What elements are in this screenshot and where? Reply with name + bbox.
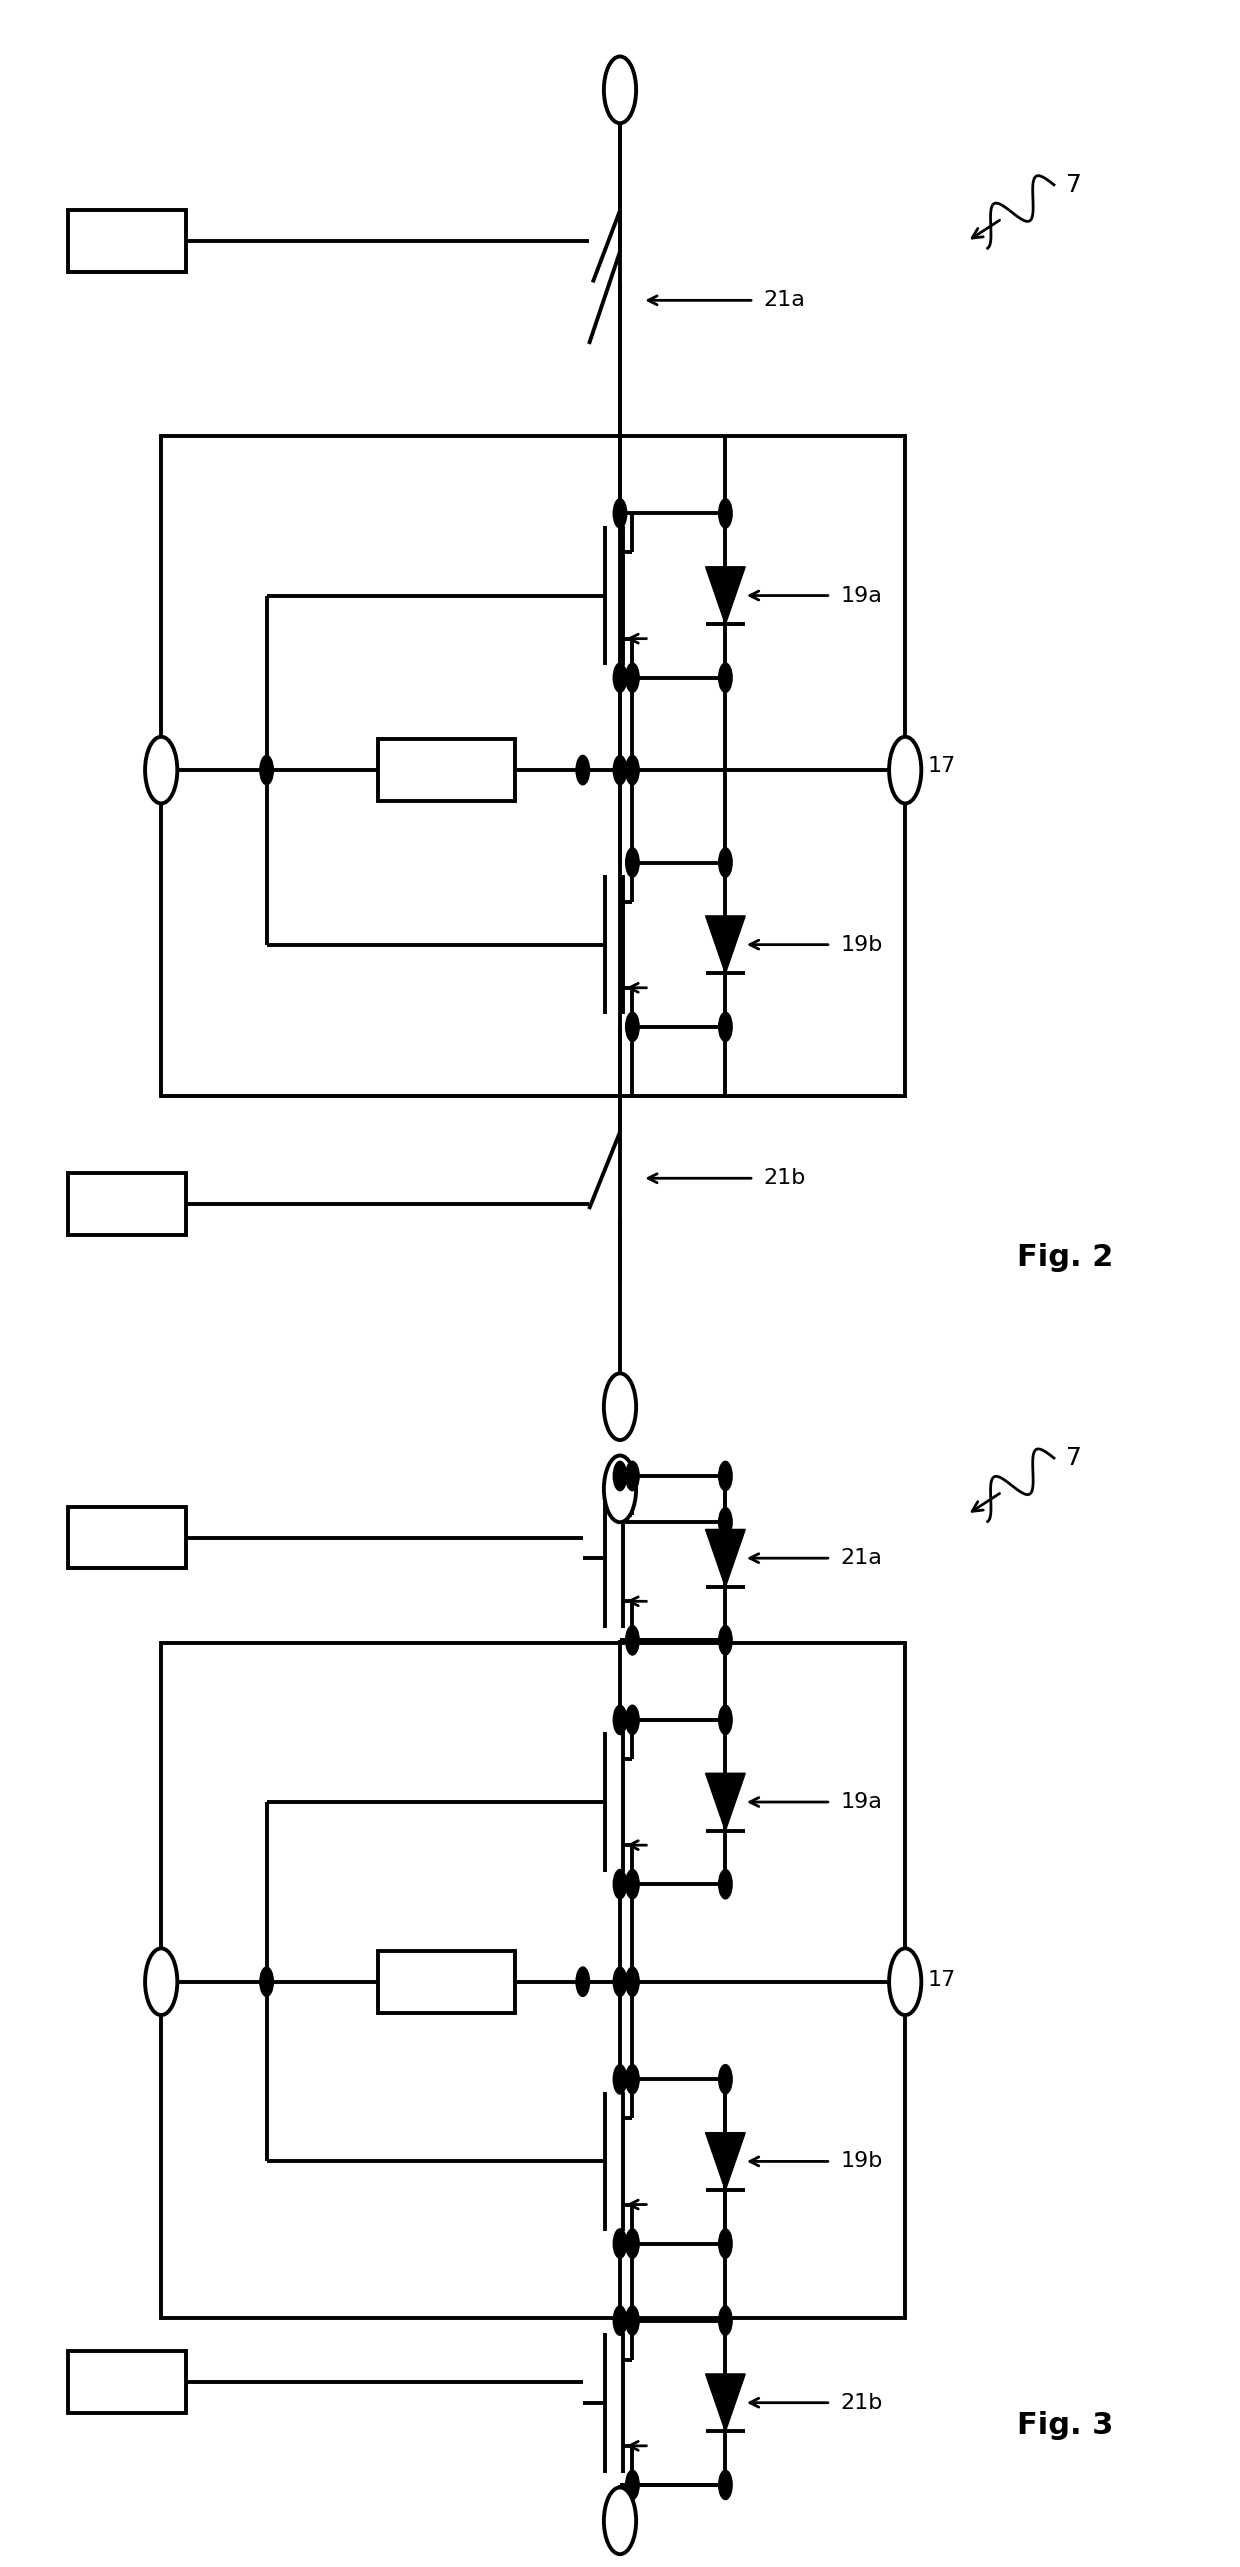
Circle shape	[718, 1011, 733, 1042]
Text: 7: 7	[1066, 172, 1083, 198]
Bar	[68, 2351, 186, 2413]
Circle shape	[718, 1869, 733, 1900]
Circle shape	[259, 1966, 274, 1997]
Text: 19a: 19a	[841, 585, 883, 606]
Bar	[161, 1643, 905, 2318]
Circle shape	[718, 498, 733, 529]
Circle shape	[625, 1625, 640, 1656]
Circle shape	[718, 662, 733, 693]
Circle shape	[145, 1948, 177, 2015]
Polygon shape	[706, 2133, 745, 2190]
Circle shape	[718, 2305, 733, 2336]
Text: Fig. 2: Fig. 2	[1017, 1242, 1114, 1273]
Circle shape	[259, 755, 274, 786]
Circle shape	[718, 1625, 733, 1656]
Circle shape	[718, 2064, 733, 2095]
Circle shape	[575, 1966, 590, 1997]
Text: 17: 17	[928, 1971, 956, 1989]
Circle shape	[575, 755, 590, 786]
Circle shape	[889, 737, 921, 803]
Circle shape	[145, 737, 177, 803]
Circle shape	[613, 755, 627, 786]
Circle shape	[718, 2469, 733, 2500]
Circle shape	[718, 2228, 733, 2259]
Polygon shape	[706, 2374, 745, 2431]
Circle shape	[625, 2469, 640, 2500]
Text: 21b: 21b	[841, 2392, 883, 2413]
Circle shape	[889, 1948, 921, 2015]
Bar	[68, 210, 186, 272]
Circle shape	[625, 2228, 640, 2259]
Text: 21a: 21a	[764, 290, 806, 311]
Text: Fig. 3: Fig. 3	[1017, 2410, 1114, 2441]
Circle shape	[625, 847, 640, 878]
Polygon shape	[706, 1774, 745, 1830]
Bar	[161, 436, 905, 1096]
Circle shape	[604, 1455, 636, 1522]
Circle shape	[613, 1461, 627, 1491]
Circle shape	[625, 2305, 640, 2336]
Circle shape	[625, 1966, 640, 1997]
Circle shape	[625, 1461, 640, 1491]
Text: 21a: 21a	[841, 1548, 883, 1568]
Polygon shape	[706, 567, 745, 624]
Bar	[68, 1173, 186, 1235]
Circle shape	[718, 1507, 733, 1538]
Circle shape	[625, 1869, 640, 1900]
Polygon shape	[706, 916, 745, 973]
Circle shape	[604, 56, 636, 123]
Bar	[68, 1507, 186, 1568]
Circle shape	[613, 2064, 627, 2095]
Circle shape	[613, 1704, 627, 1735]
Circle shape	[625, 1704, 640, 1735]
Circle shape	[613, 662, 627, 693]
Circle shape	[625, 1011, 640, 1042]
Circle shape	[613, 2228, 627, 2259]
Circle shape	[613, 1966, 627, 1997]
Text: 21b: 21b	[764, 1168, 806, 1189]
Text: 19a: 19a	[841, 1792, 883, 1812]
Circle shape	[625, 2064, 640, 2095]
Circle shape	[718, 1704, 733, 1735]
Bar	[378, 739, 515, 801]
Circle shape	[613, 498, 627, 529]
Text: 19b: 19b	[841, 934, 883, 955]
Circle shape	[625, 755, 640, 786]
Circle shape	[604, 2487, 636, 2554]
Circle shape	[718, 847, 733, 878]
Circle shape	[625, 662, 640, 693]
Bar	[378, 1951, 515, 2013]
Circle shape	[718, 1461, 733, 1491]
Circle shape	[604, 1373, 636, 1440]
Circle shape	[613, 2305, 627, 2336]
Text: 7: 7	[1066, 1445, 1083, 1471]
Circle shape	[613, 1869, 627, 1900]
Polygon shape	[706, 1530, 745, 1586]
Text: 17: 17	[928, 757, 956, 775]
Text: 19b: 19b	[841, 2151, 883, 2172]
